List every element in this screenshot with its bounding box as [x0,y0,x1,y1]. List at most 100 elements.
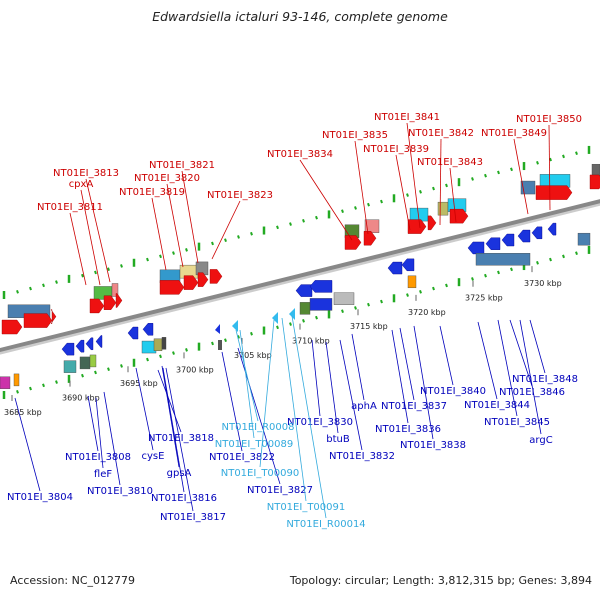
upper-tick [406,193,409,197]
leader-line [151,197,167,271]
leader-line [239,329,255,439]
leader-line [259,319,275,468]
forward-gene-arrow [209,269,223,284]
leader-line [299,159,353,241]
forward-gene-arrow [197,272,209,287]
label-nt01ei-3820: NT01EI_3820 [134,173,200,184]
forward-gene-arrow [115,293,123,308]
leader-line [85,178,111,283]
scale-label: 3710 kbp [292,337,330,346]
leader-line [351,333,365,401]
scale-label: 3690 kbp [62,394,100,403]
forward-gene-arrow [23,313,53,328]
upper-tick [29,286,32,291]
lower-tick [406,293,409,297]
lower-tick [276,325,279,330]
label-cpxa: cpxA [69,179,94,190]
scale-label: 3685 kbp [4,408,42,417]
upper-tick [380,199,383,204]
upper-tick [419,190,422,194]
forward-gene-arrow [535,185,573,200]
label-nt01ei-3810: NT01EI_3810 [87,486,153,497]
label-nt01ei-3840: NT01EI_3840 [420,386,486,397]
leader-line [162,367,185,493]
label-nt01ei-3835: NT01EI_3835 [322,130,388,141]
lower-tick [419,290,422,294]
leader-line [509,319,533,387]
lower-tick [354,306,357,310]
leader-line [354,140,369,235]
leader-line [237,347,281,485]
rna-feature [232,320,238,332]
lower-tick [81,373,84,378]
label-nt01ei-3816: NT01EI_3816 [151,493,217,504]
leader-line [95,397,104,469]
forward-gene-arrow [50,309,57,324]
leader-line [497,319,518,417]
label-nt01ei-r0008: NT01EI_R0008 [222,422,295,433]
reverse-gene-arrow [517,229,531,243]
forward-gene-arrow [183,275,199,290]
upper-tick [471,177,474,181]
leader-line [406,122,421,229]
leader-line [291,315,327,519]
upper-tick [289,222,292,226]
lower-tick [237,335,240,339]
forward-gene-arrow [103,295,117,310]
scale-label: 3730 kbp [524,279,562,288]
lower-tick [445,283,448,288]
lower-tick [432,286,435,291]
reverse-gene-arrow [501,233,515,247]
upper-tick [562,154,565,159]
upper-tick [484,173,487,178]
lower-tick [497,270,500,275]
upper-tick [276,225,279,230]
leader-line [477,321,498,400]
upper-tick [42,283,45,288]
label-nt01ei-3818: NT01EI_3818 [148,433,214,444]
reverse-gene-arrow [387,261,403,275]
reverse-gene-arrow [467,241,485,255]
label-nt01ei-3836: NT01EI_3836 [375,424,441,435]
leader-line [413,325,434,440]
upper-tick [55,280,58,284]
leader-line [103,391,121,486]
reverse-feature [407,275,417,289]
forward-gene-arrow [427,215,437,231]
leader-line [439,325,454,386]
rna-feature [272,312,278,324]
upper-tick [16,289,19,294]
reverse-gene-arrow [85,337,94,351]
reverse-gene-arrow [142,323,154,336]
label-nt01ei-3811: NT01EI_3811 [37,202,103,213]
label-nt01ei-3846: NT01EI_3846 [499,387,565,398]
scale-label: 3725 kbp [465,294,503,303]
accession-text: Accession: NC_012779 [10,574,136,587]
scale-label: 3695 kbp [120,379,158,388]
forward-gene-arrow [1,319,23,335]
lower-tick [549,257,552,262]
upper-tick [224,238,227,243]
leader-line [14,397,41,492]
label-argc: argC [529,435,552,446]
leader-line [69,212,87,286]
genome-axis [0,199,600,353]
label-nt01ei-3843: NT01EI_3843 [417,157,483,168]
lower-tick [146,357,149,362]
lower-tick [107,367,110,372]
label-nt01ei-3821: NT01EI_3821 [149,160,215,171]
leader-line [161,365,180,468]
upper-tick [341,209,344,214]
reverse-gene-arrow [95,335,103,348]
label-cyse: cysE [142,451,165,462]
reverse-feature [89,354,97,368]
lower-tick [341,309,344,314]
topology-text: Topology: circular; Length: 3,812,315 bp… [289,574,592,587]
leader-line [391,329,409,424]
scale-label: 3720 kbp [408,308,446,317]
reverse-feature [309,298,333,311]
leader-line [311,339,321,417]
reverse-feature [299,302,311,315]
leader-line [165,367,194,512]
